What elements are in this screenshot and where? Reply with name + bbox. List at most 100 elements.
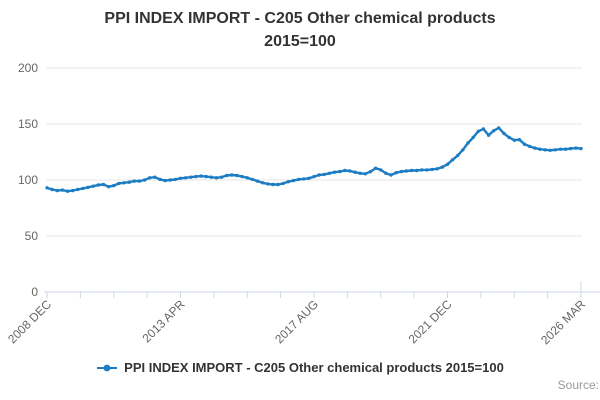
series-point — [574, 146, 578, 150]
series-point — [481, 127, 486, 131]
x-tick-label: 2008 DEC — [5, 297, 54, 346]
series-point — [199, 174, 203, 178]
series-point — [204, 174, 208, 179]
series-point — [173, 177, 178, 182]
series-point — [332, 170, 337, 174]
series-point — [137, 179, 142, 183]
series-point — [450, 158, 455, 162]
series-point — [538, 147, 542, 151]
series-point — [291, 178, 296, 183]
series-point — [409, 168, 414, 173]
series-point — [440, 165, 445, 169]
series-point — [96, 183, 101, 187]
series-point — [245, 176, 249, 180]
legend: PPI INDEX IMPORT - C205 Other chemical p… — [0, 360, 600, 375]
series-point — [476, 129, 480, 133]
series-point — [497, 126, 501, 130]
series-point — [163, 178, 167, 183]
series-point — [348, 169, 352, 173]
series-point — [563, 147, 568, 151]
series-point — [45, 186, 49, 190]
series-point — [209, 175, 213, 179]
series-point — [189, 175, 193, 179]
series-point — [548, 148, 552, 152]
series-point — [183, 176, 188, 180]
series-point — [168, 178, 172, 182]
series-point — [528, 144, 532, 149]
series-point — [327, 171, 332, 175]
series-point — [456, 153, 460, 158]
chart-title-line1: PPI INDEX IMPORT - C205 Other chemical p… — [104, 10, 496, 27]
series-point — [122, 181, 126, 185]
y-tick-label: 100 — [18, 173, 38, 187]
series-point — [384, 171, 388, 175]
series-point — [235, 173, 239, 178]
series-point — [502, 131, 506, 136]
series-point — [225, 173, 229, 178]
series-point — [435, 167, 439, 171]
series-point — [317, 173, 321, 177]
series-point — [55, 188, 59, 193]
series-point — [394, 171, 398, 175]
series-line — [45, 126, 583, 193]
series-point — [492, 129, 496, 133]
series-point — [312, 174, 316, 179]
series-point — [533, 146, 537, 150]
series-point — [543, 148, 547, 152]
series-point — [415, 168, 419, 173]
x-tick-label: 2021 DEC — [406, 297, 455, 346]
series-point — [106, 185, 111, 189]
series-point — [240, 174, 244, 179]
series-point — [389, 173, 393, 177]
series-point — [148, 176, 152, 180]
chart-title-line2: 2015=100 — [264, 33, 336, 51]
series-point — [353, 170, 357, 174]
y-tick-label: 50 — [25, 229, 39, 243]
source-text: Source: — [557, 378, 599, 392]
series-point — [214, 176, 219, 180]
series-point — [517, 138, 522, 142]
series-point — [445, 162, 450, 166]
series-point — [338, 169, 342, 174]
series-point — [117, 181, 121, 186]
series-point — [132, 179, 136, 183]
legend-item[interactable]: PPI INDEX IMPORT - C205 Other chemical p… — [96, 360, 504, 375]
series-point — [569, 146, 573, 151]
series-point — [219, 175, 224, 179]
series-point — [579, 146, 583, 151]
series-point — [271, 182, 275, 187]
series-point — [399, 169, 403, 174]
y-tick-label: 150 — [18, 117, 38, 131]
series-point — [50, 187, 54, 192]
series-point — [127, 180, 131, 184]
series-point — [553, 148, 557, 152]
series-point — [101, 182, 106, 187]
series-point — [194, 174, 198, 179]
series-point — [81, 186, 85, 191]
chart-title: PPI INDEX IMPORT - C205 Other chemical p… — [0, 7, 600, 53]
series-point — [261, 181, 265, 185]
x-tick-label: 2026 MAR — [538, 297, 588, 347]
x-tick-label: 2017 AUG — [272, 297, 321, 346]
series-point — [368, 169, 373, 174]
legend-marker-dot — [103, 364, 111, 371]
series-point — [230, 173, 234, 177]
series-point — [302, 177, 306, 181]
series-point — [158, 177, 162, 182]
series-point — [379, 168, 383, 172]
series-point — [430, 167, 434, 172]
series-point — [425, 168, 429, 172]
y-tick-label: 200 — [18, 61, 38, 75]
series-point — [91, 184, 95, 188]
series-point — [65, 189, 70, 193]
series-point — [322, 172, 326, 177]
series-point — [363, 172, 367, 176]
series-point — [307, 176, 311, 180]
series-point — [486, 133, 491, 137]
series-point — [281, 181, 285, 186]
series-point — [142, 178, 147, 182]
series-point — [153, 175, 157, 179]
series-point — [373, 166, 378, 170]
